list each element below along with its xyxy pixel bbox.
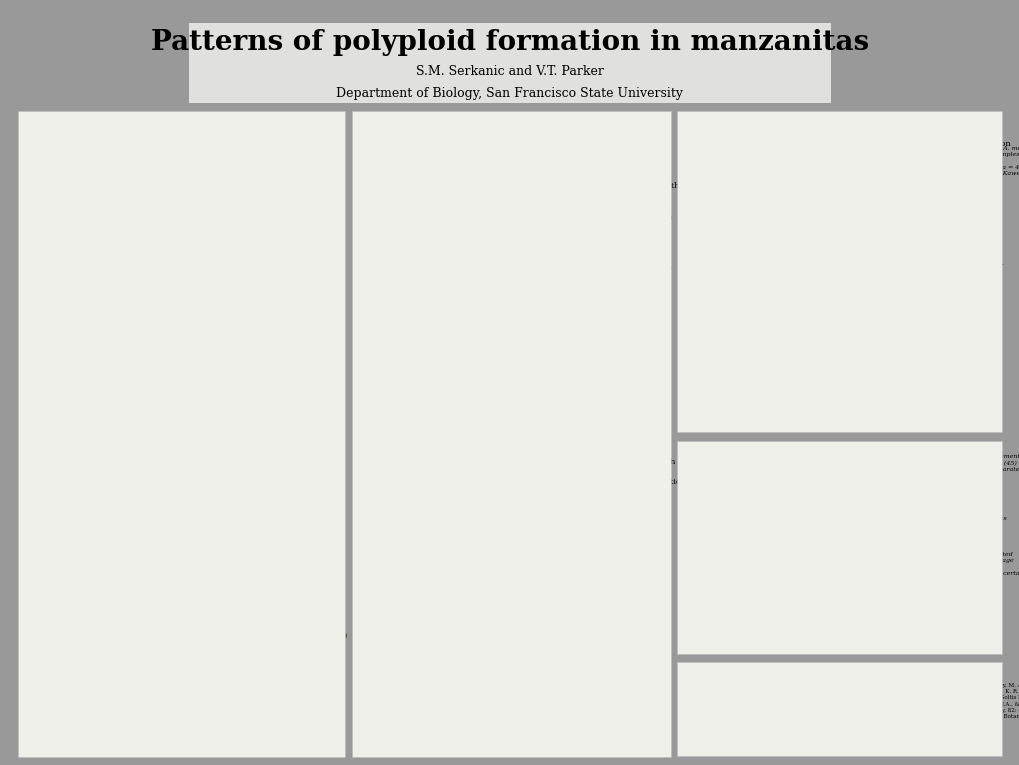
FancyBboxPatch shape bbox=[929, 714, 995, 751]
FancyBboxPatch shape bbox=[574, 493, 586, 509]
FancyBboxPatch shape bbox=[129, 631, 233, 747]
Circle shape bbox=[891, 723, 955, 742]
FancyBboxPatch shape bbox=[597, 528, 610, 544]
Text: *Progenitors of A. mewukka are in
opposite clades, providing an
opportunity to d: *Progenitors of A. mewukka are in opposi… bbox=[530, 673, 641, 703]
FancyBboxPatch shape bbox=[374, 347, 386, 382]
Text: Methods and Analysis: Methods and Analysis bbox=[753, 119, 924, 133]
FancyBboxPatch shape bbox=[501, 493, 515, 509]
Text: *Results suggest basal gene conversion of
homologous nrDNA repeats toward sequen: *Results suggest basal gene conversion o… bbox=[858, 509, 1006, 527]
FancyBboxPatch shape bbox=[29, 379, 198, 554]
Text: -amplify and sequence two regions of maternally inherited cpDNA for each of
the : -amplify and sequence two regions of mat… bbox=[687, 263, 1002, 342]
Text: -The Sierra Nevada is home to two widely distributed diploid manzanita
species: : -The Sierra Nevada is home to two widely… bbox=[361, 388, 686, 496]
FancyBboxPatch shape bbox=[29, 169, 198, 343]
FancyBboxPatch shape bbox=[729, 575, 761, 580]
FancyBboxPatch shape bbox=[441, 295, 453, 343]
FancyBboxPatch shape bbox=[204, 169, 334, 343]
Text: -xeric sites at lower elevations (100-6,500ft.)
-white-glaucous leaves
-sticky a: -xeric sites at lower elevations (100-6,… bbox=[29, 163, 210, 211]
FancyBboxPatch shape bbox=[735, 156, 784, 239]
FancyBboxPatch shape bbox=[24, 631, 122, 747]
Text: A. mewukka: A. mewukka bbox=[390, 637, 424, 642]
Text: (whiteleaf manzanita): (whiteleaf manzanita) bbox=[181, 146, 276, 155]
Text: DEPARTMENT OF
BIOLOGY: DEPARTMENT OF BIOLOGY bbox=[938, 736, 985, 747]
FancyBboxPatch shape bbox=[233, 204, 257, 317]
FancyBboxPatch shape bbox=[549, 528, 562, 544]
Text: Arctostaphylos mewukka: Arctostaphylos mewukka bbox=[29, 578, 165, 587]
Text: Background: Background bbox=[464, 125, 558, 139]
Text: Patterns of polyploid formation in manzanitas: Patterns of polyploid formation in manza… bbox=[151, 28, 868, 56]
FancyBboxPatch shape bbox=[549, 493, 562, 509]
FancyBboxPatch shape bbox=[391, 347, 404, 382]
FancyBboxPatch shape bbox=[358, 562, 524, 715]
FancyBboxPatch shape bbox=[526, 493, 538, 509]
FancyBboxPatch shape bbox=[621, 528, 634, 544]
Text: (greenleaf manzanita): (greenleaf manzanita) bbox=[181, 363, 277, 371]
Text: 1 Jones V. 1985. Flora de southern New York State. Columbia University Press. 2 : 1 Jones V. 1985. Flora de southern New Y… bbox=[687, 683, 1019, 725]
Text: *Schierenbeck et al. (1992)
demonstrated A. mewukka is the
resulting allopolyplo: *Schierenbeck et al. (1992) demonstrated… bbox=[530, 615, 641, 645]
FancyBboxPatch shape bbox=[687, 456, 849, 643]
FancyBboxPatch shape bbox=[742, 169, 767, 233]
Text: *Five transects throughout the distribution of A. mewukka
* Two samples of each : *Five transects throughout the distribut… bbox=[855, 146, 1019, 182]
Text: Merriam: Merriam bbox=[155, 578, 210, 587]
FancyBboxPatch shape bbox=[204, 379, 334, 554]
Text: -collect samples of each species from five transects throughout the distribution: -collect samples of each species from fi… bbox=[687, 140, 1010, 158]
FancyBboxPatch shape bbox=[702, 143, 845, 252]
Text: -Genome duplication through polyploidization is a profound mechanism for
reprodu: -Genome duplication through polyploidiza… bbox=[361, 142, 684, 271]
FancyBboxPatch shape bbox=[459, 295, 471, 343]
Text: Department of Biology, San Francisco State University: Department of Biology, San Francisco Sta… bbox=[336, 87, 683, 99]
Text: Arctostaphylos viscida: Arctostaphylos viscida bbox=[29, 146, 151, 155]
Text: Greene: Greene bbox=[139, 363, 184, 372]
FancyBboxPatch shape bbox=[391, 295, 404, 343]
FancyBboxPatch shape bbox=[427, 347, 438, 382]
Text: Literature cited: Literature cited bbox=[777, 668, 900, 682]
FancyBboxPatch shape bbox=[748, 175, 761, 226]
FancyBboxPatch shape bbox=[726, 512, 797, 518]
FancyBboxPatch shape bbox=[227, 403, 249, 534]
FancyBboxPatch shape bbox=[597, 493, 610, 509]
Text: -higher elevation (2500-11,000ft.) conifer forests across
western United States
: -higher elevation (2500-11,000ft.) conif… bbox=[29, 379, 256, 428]
Text: Field: Field bbox=[687, 132, 717, 143]
Text: Arctostaphylos patula: Arctostaphylos patula bbox=[29, 363, 148, 372]
Text: Parry: Parry bbox=[143, 146, 178, 155]
FancyBboxPatch shape bbox=[574, 528, 586, 544]
Text: *Further investigation with maternally inherited
cpDNA may reveal signs of recip: *Further investigation with maternally i… bbox=[858, 552, 1019, 582]
Text: -occurs in the sierra where A. patula and A. viscida populations overlap
-gray-g: -occurs in the sierra where A. patula an… bbox=[29, 592, 347, 650]
FancyBboxPatch shape bbox=[409, 347, 421, 382]
Text: S.M. Serkanic and V.T. Parker: S.M. Serkanic and V.T. Parker bbox=[416, 66, 603, 78]
FancyBboxPatch shape bbox=[621, 493, 634, 509]
FancyBboxPatch shape bbox=[149, 653, 175, 728]
FancyBboxPatch shape bbox=[526, 528, 538, 544]
FancyBboxPatch shape bbox=[476, 295, 488, 343]
Text: Results from pilot study: Results from pilot study bbox=[745, 450, 932, 464]
Text: SFSU: SFSU bbox=[913, 730, 933, 735]
FancyBboxPatch shape bbox=[374, 295, 386, 343]
Text: *37 minimum rank taxa are documented
tetraploids in the genus Arctostaphylos.
Po: *37 minimum rank taxa are documented tet… bbox=[518, 311, 654, 357]
Text: *Boykin et al. (2005) demonstrated a
five-clade topology in the phylogeny of
the: *Boykin et al. (2005) demonstrated a fiv… bbox=[530, 567, 661, 591]
Text: Lab: Lab bbox=[687, 256, 709, 267]
FancyBboxPatch shape bbox=[462, 347, 474, 382]
Text: (Indian manzanita): (Indian manzanita) bbox=[201, 578, 284, 586]
FancyBboxPatch shape bbox=[409, 295, 421, 343]
FancyBboxPatch shape bbox=[492, 480, 661, 554]
FancyBboxPatch shape bbox=[501, 528, 515, 544]
FancyBboxPatch shape bbox=[444, 347, 457, 382]
Text: *All tree, based on nrDNA, showing the placement
of A. mewukka specimens acquire: *All tree, based on nrDNA, showing the p… bbox=[858, 454, 1019, 478]
Text: *Polyploid species arise from multiple
and repeated hybridization events,
result: *Polyploid species arise from multiple a… bbox=[361, 510, 488, 548]
FancyBboxPatch shape bbox=[240, 631, 338, 747]
Text: Taxa under investigation: Taxa under investigation bbox=[85, 125, 278, 139]
